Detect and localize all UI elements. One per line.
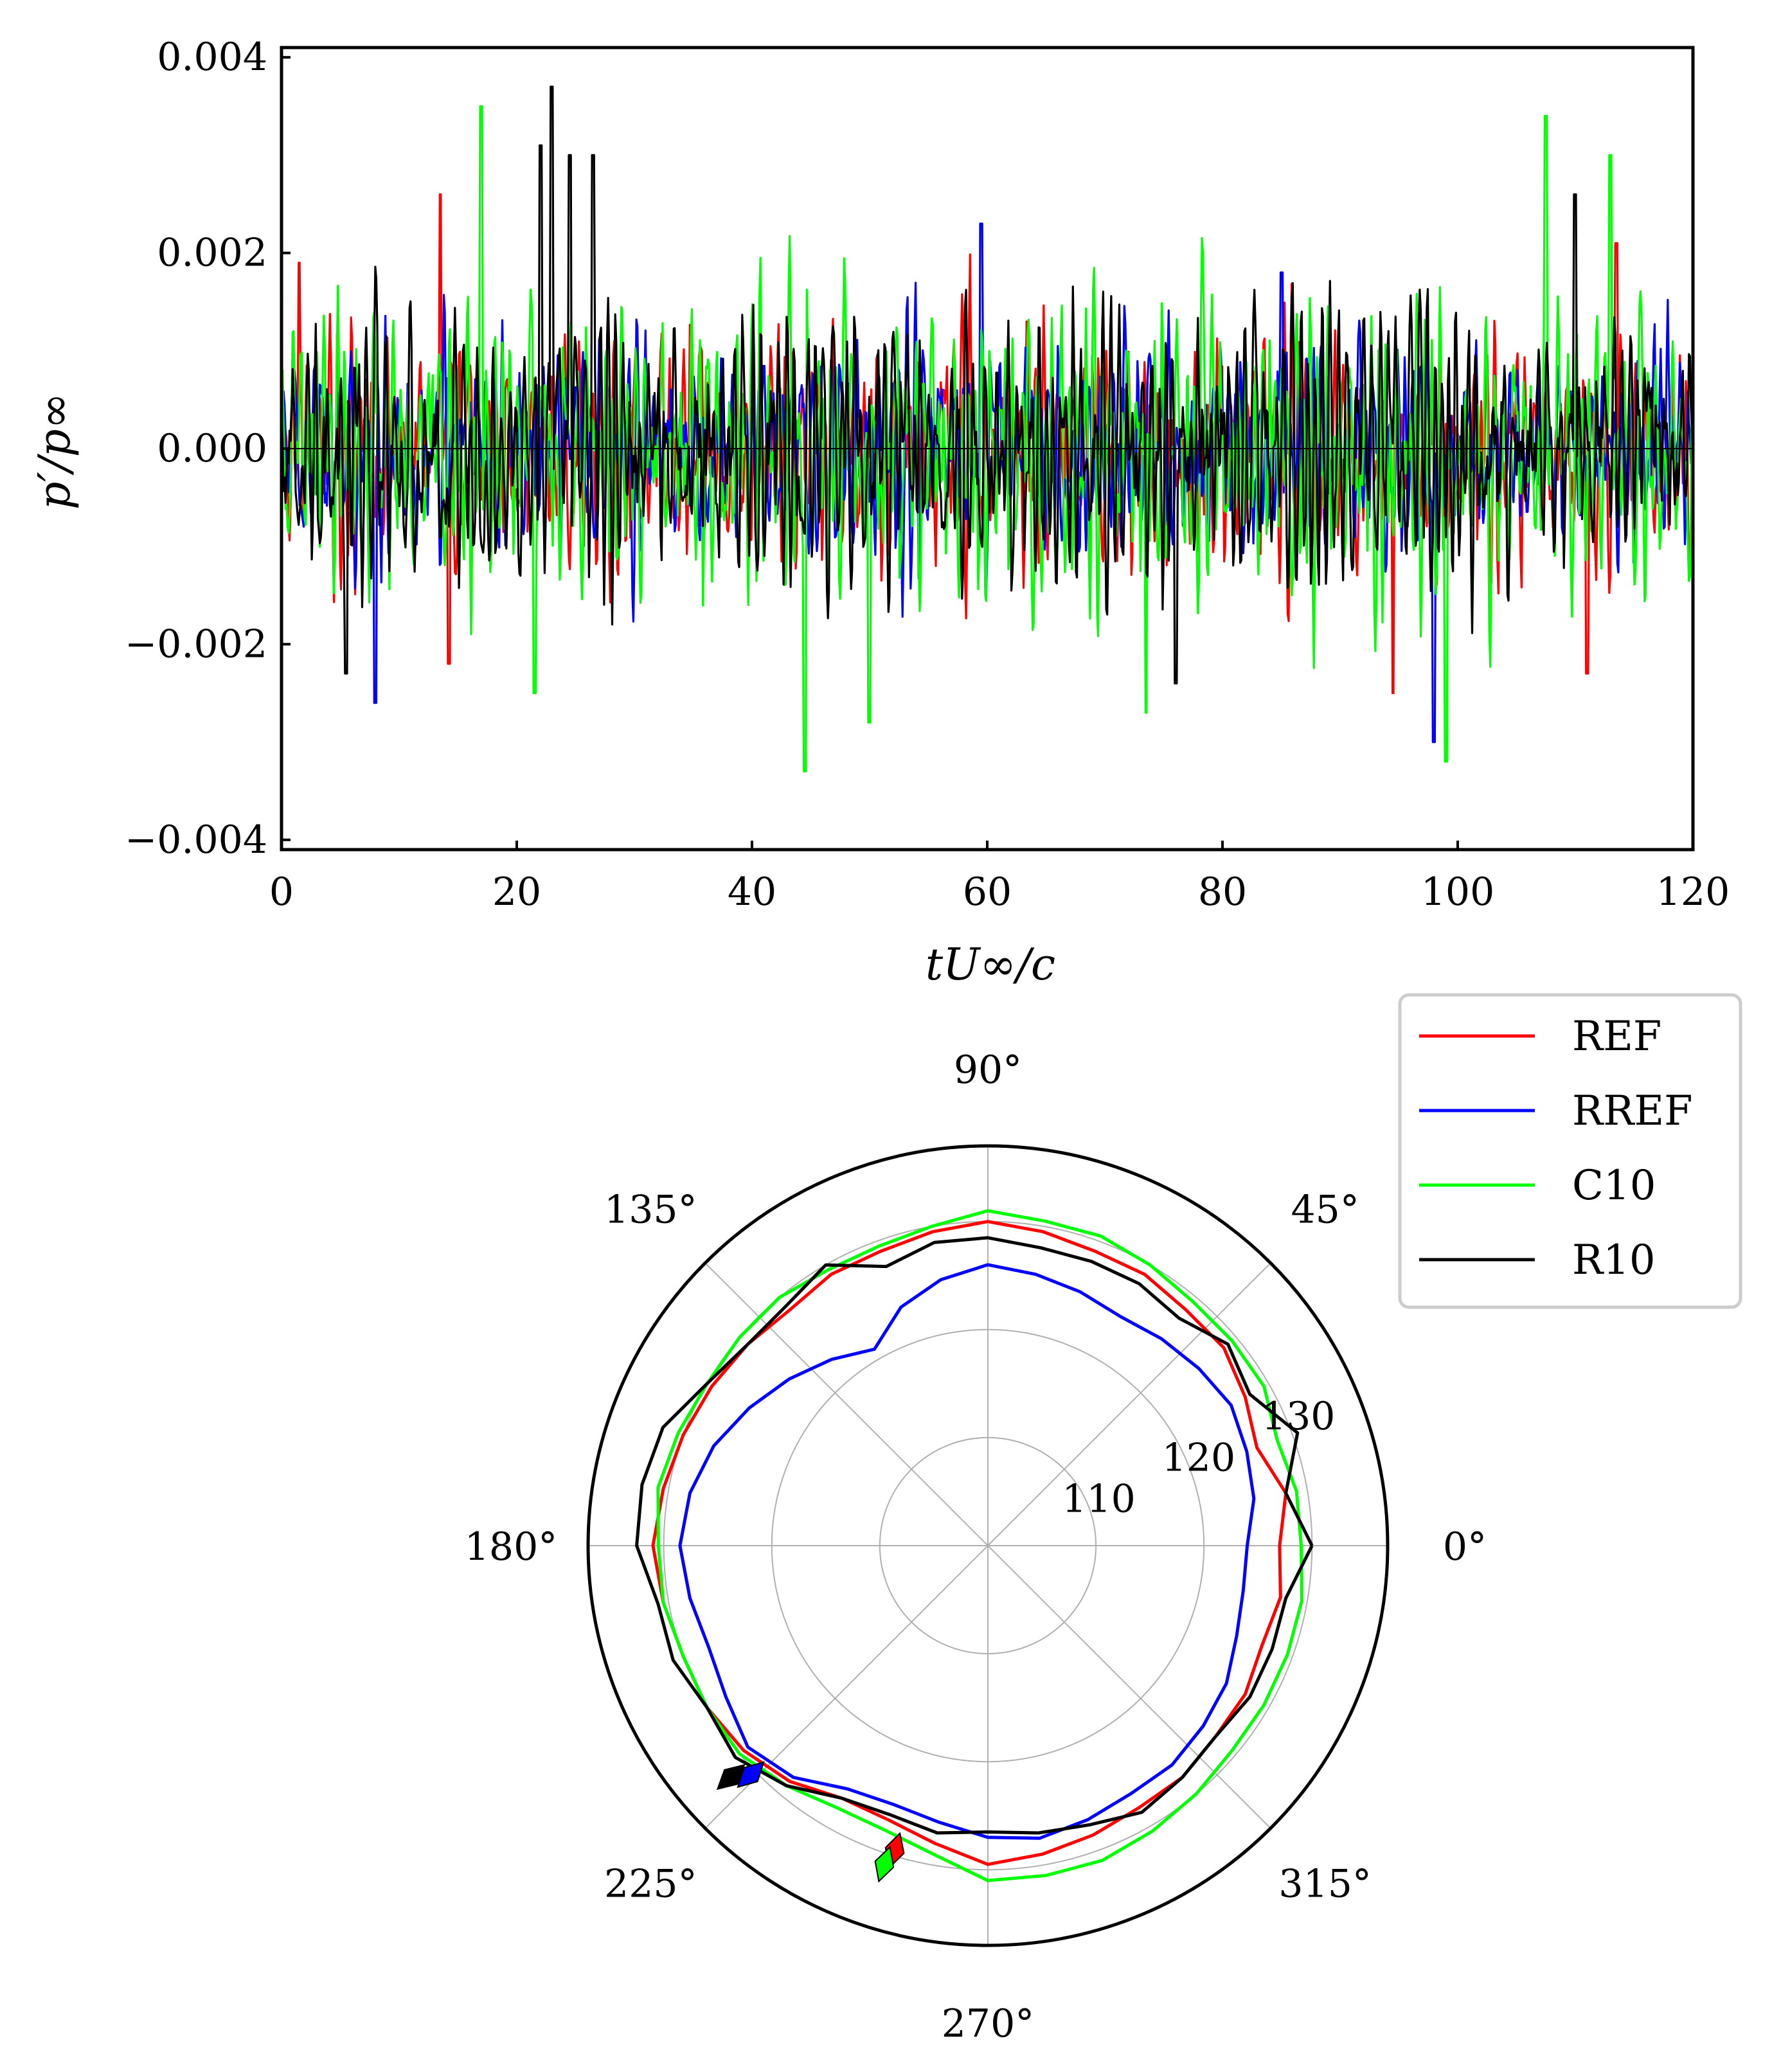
- y-tick-label: 0.000: [157, 426, 267, 471]
- legend-label-r10: R10: [1572, 1237, 1656, 1284]
- x-axis-label: tU∞/c: [926, 940, 1055, 990]
- legend-label-ref: REF: [1572, 1013, 1661, 1060]
- angular-grid-line: [987, 1262, 1271, 1546]
- legend-label-rref: RREF: [1572, 1087, 1693, 1135]
- x-tick-label: 80: [1198, 870, 1247, 915]
- theta-tick-label: 315°: [1278, 1862, 1372, 1907]
- x-tick-label: 100: [1421, 870, 1495, 915]
- theta-tick-label: 135°: [604, 1187, 697, 1232]
- polar-panel: 0° 45° 90° 135° 180° 225° 270° 315° 110 120 130: [465, 1048, 1487, 2046]
- polar-series-c10: [656, 1209, 1303, 1882]
- y-axis-label: p′/p∞: [30, 393, 80, 510]
- polar-series-ref: [651, 1220, 1288, 1866]
- y-tick-label: −0.002: [125, 621, 267, 666]
- polar-marker-rref: [737, 1761, 765, 1789]
- series-line-r10: [280, 85, 1694, 684]
- legend-label-c10: C10: [1572, 1162, 1656, 1210]
- theta-tick-label: 180°: [465, 1524, 558, 1569]
- angular-grid-line: [704, 1262, 989, 1546]
- y-tick-label: 0.002: [157, 231, 267, 276]
- theta-tick-labels: 0° 45° 90° 135° 180° 225° 270° 315°: [465, 1048, 1487, 2046]
- y-tick-label: 0.004: [157, 35, 267, 80]
- x-tick-label: 20: [492, 870, 541, 915]
- polar-series-rref: [678, 1263, 1256, 1840]
- theta-tick-label: 90°: [954, 1048, 1022, 1093]
- theta-tick-label: 225°: [604, 1862, 697, 1907]
- polar-lines: [635, 1209, 1314, 1882]
- theta-tick-label: 270°: [942, 2001, 1035, 2046]
- legend-box: [1398, 993, 1742, 1309]
- x-axis-ticks: 0 20 40 60 80 100 120: [269, 841, 1730, 915]
- polar-frame: [586, 1144, 1390, 1947]
- radial-tick-labels: 110 120 130: [1062, 1394, 1335, 1522]
- y-axis-ticks: 0.004 0.002 0.000 −0.002 −0.004: [125, 35, 291, 862]
- polar-marker-c10: [874, 1845, 895, 1883]
- y-tick-label: −0.004: [125, 817, 267, 862]
- legend: REF RREF C10 R10: [1398, 993, 1742, 1309]
- x-tick-label: 0: [269, 870, 294, 915]
- radial-tick-label: 120: [1162, 1435, 1236, 1480]
- angular-grid-line: [987, 1545, 1271, 1829]
- theta-tick-label: 45°: [1291, 1187, 1359, 1232]
- timeseries-panel: 0 20 40 60 80 100 120 0.004 0.002 0.000 −0.002 −0.…: [30, 35, 1730, 990]
- x-tick-label: 120: [1656, 870, 1730, 915]
- radial-tick-label: 110: [1062, 1477, 1136, 1522]
- x-tick-label: 40: [728, 870, 776, 915]
- radial-tick-label: 130: [1262, 1394, 1336, 1439]
- polar-markers: [716, 1761, 905, 1883]
- x-tick-label: 60: [963, 870, 1012, 915]
- polar-marker-r10: [716, 1764, 746, 1791]
- polar-series-r10: [635, 1236, 1314, 1835]
- theta-tick-label: 0°: [1443, 1524, 1487, 1569]
